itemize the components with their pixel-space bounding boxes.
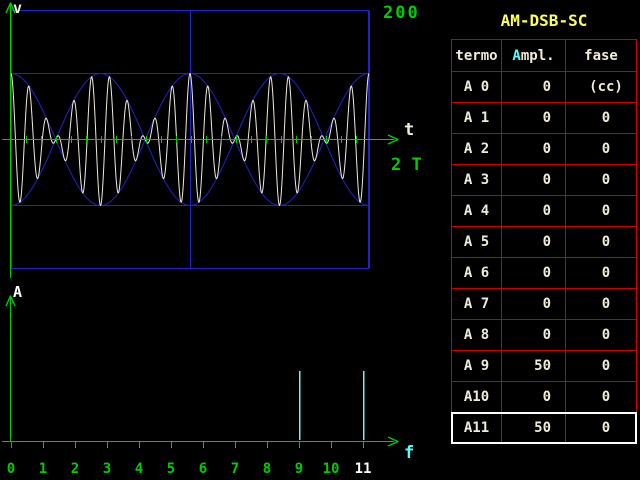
f-tick-label: 9 (294, 461, 304, 477)
f-tick-label: 8 (262, 461, 272, 477)
cell-termo: A11 (463, 420, 490, 436)
table-row-selected[interactable]: A11 50 0 (451, 412, 637, 444)
cell-termo: A 3 (463, 172, 490, 188)
cell-termo: A 4 (463, 203, 490, 219)
cell-termo: A 6 (463, 265, 490, 281)
cell-ampl: 0 (501, 165, 565, 195)
cell-ampl: 50 (501, 413, 565, 443)
cell-fase: 0 (565, 196, 636, 226)
cell-fase: (cc) (565, 72, 636, 102)
cell-ampl: 0 (501, 289, 565, 319)
table-row[interactable]: A10 0 0 (452, 381, 636, 412)
cell-fase: 0 (565, 382, 636, 412)
cell-ampl: 50 (501, 351, 565, 381)
a-axis-label: A (13, 283, 23, 301)
cell-fase: 0 (565, 351, 636, 381)
time-window-label: 2 T (391, 155, 422, 175)
cell-fase: 0 (565, 289, 636, 319)
cell-termo: A 2 (463, 141, 490, 157)
cell-fase: 0 (565, 134, 636, 164)
cell-fase: 0 (565, 227, 636, 257)
spectrum-plot (2, 295, 399, 448)
cell-ampl: 0 (501, 227, 565, 257)
ampl-rest: mpl. (520, 47, 555, 64)
cell-termo: A 5 (463, 234, 490, 250)
cell-ampl: 0 (501, 320, 565, 350)
column-header-termo: termo (455, 47, 498, 64)
f-tick-label: 1 (38, 461, 48, 477)
cell-ampl: 0 (501, 103, 565, 133)
f-tick-label: 0 (6, 461, 16, 477)
cell-termo: A 0 (463, 79, 490, 95)
cell-ampl: 0 (501, 382, 565, 412)
v-scale-label: 200 (383, 3, 420, 23)
f-axis-label: f (404, 443, 415, 463)
cell-fase: 0 (565, 413, 636, 443)
cell-termo: A 7 (463, 296, 490, 312)
f-tick-label: 6 (198, 461, 208, 477)
f-tick-label: 10 (322, 461, 340, 477)
cell-fase: 0 (565, 258, 636, 288)
f-tick-label: 5 (166, 461, 176, 477)
cell-termo: A 9 (463, 358, 490, 374)
page-title: AM-DSB-SC (500, 11, 588, 30)
f-tick-label: 4 (134, 461, 144, 477)
f-tick-label: 3 (102, 461, 112, 477)
column-header-fase: fase (565, 40, 636, 71)
f-tick-label: 2 (70, 461, 80, 477)
f-tick-label-highlighted: 11 (354, 461, 372, 477)
cell-termo: A10 (463, 389, 490, 405)
cell-ampl: 0 (501, 134, 565, 164)
cell-fase: 0 (565, 320, 636, 350)
f-tick-label: 7 (230, 461, 240, 477)
cell-fase: 0 (565, 165, 636, 195)
v-axis-label: v (13, 0, 23, 17)
cell-termo: A 8 (463, 327, 490, 343)
cell-ampl: 0 (501, 72, 565, 102)
table-row[interactable]: A 9 50 0 (452, 350, 636, 381)
cell-ampl: 0 (501, 196, 565, 226)
ampl-hotkey: A (512, 47, 521, 64)
table-row[interactable]: A 0 0 (cc) (452, 71, 636, 102)
time-domain-plot (2, 2, 399, 278)
t-axis-label: t (404, 120, 415, 140)
cell-ampl: 0 (501, 258, 565, 288)
cell-fase: 0 (565, 103, 636, 133)
cell-termo: A 1 (463, 110, 490, 126)
